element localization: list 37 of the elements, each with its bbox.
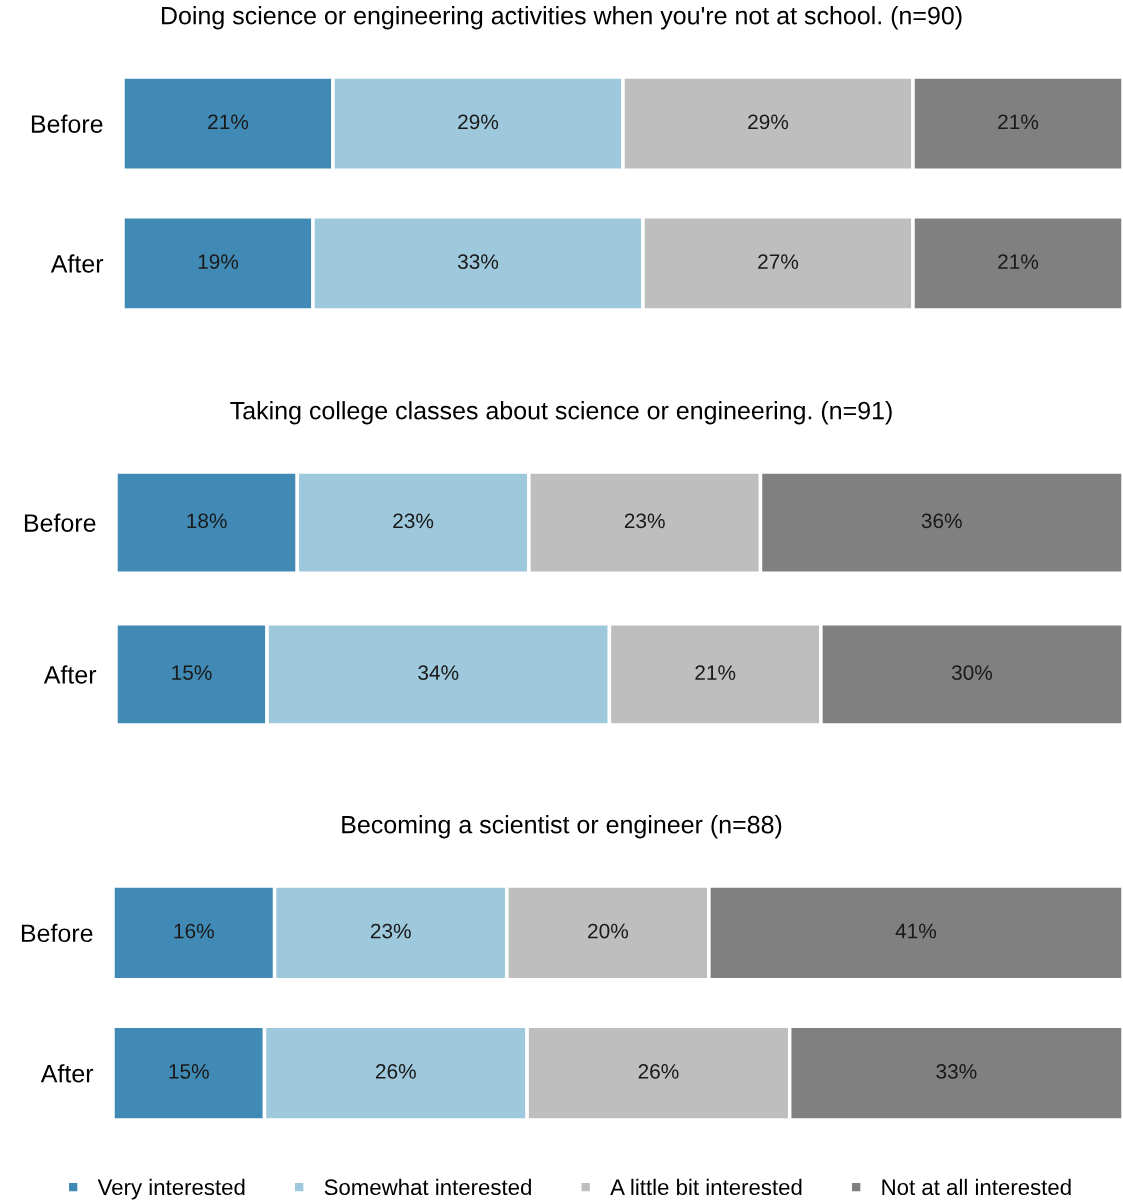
y-tick-label: Before [31,114,103,133]
y-tick-label: Before [24,513,96,532]
data-label: 33% [457,254,499,269]
data-label: 27% [758,254,799,269]
y-tick-label: Before [21,923,93,943]
data-label: 18% [187,513,227,529]
chart-title: Becoming a scientist or engineer (n=88) [342,815,782,839]
chart-title: Taking college classes about science or engineering. (n=91) [230,401,892,425]
legend-label: Somewhat interested [324,1178,531,1196]
data-label: 34% [418,665,459,680]
data-label: 21% [998,114,1039,130]
data-label: 26% [638,1064,679,1079]
data-label: 21% [208,114,249,130]
data-label: 26% [376,1064,416,1079]
legend-label: Very interested [97,1178,245,1200]
data-label: 23% [370,923,411,939]
data-label: 20% [588,923,629,939]
data-label: 19% [198,254,239,269]
data-label: 29% [458,114,499,130]
y-tick-label: After [40,1064,94,1083]
data-label: 36% [921,513,962,529]
data-label: 41% [895,923,937,939]
data-label: 15% [169,1064,209,1079]
data-label: 15% [172,665,212,680]
data-label: 30% [951,665,993,680]
data-label: 33% [936,1064,977,1079]
legend-label: A little bit interested [610,1178,802,1196]
y-tick-label: After [43,665,97,684]
data-label: 29% [748,114,789,130]
legend-label: Not at all interested [882,1178,1071,1196]
y-tick-label: After [50,254,104,273]
data-label: 23% [624,513,665,529]
data-label: 23% [393,513,434,529]
data-label: 16% [174,923,214,939]
data-label: 21% [695,665,736,680]
data-label: 21% [998,254,1039,269]
chart-title: Doing science or engineering activities when you're not at school. (n=90) [162,6,962,30]
